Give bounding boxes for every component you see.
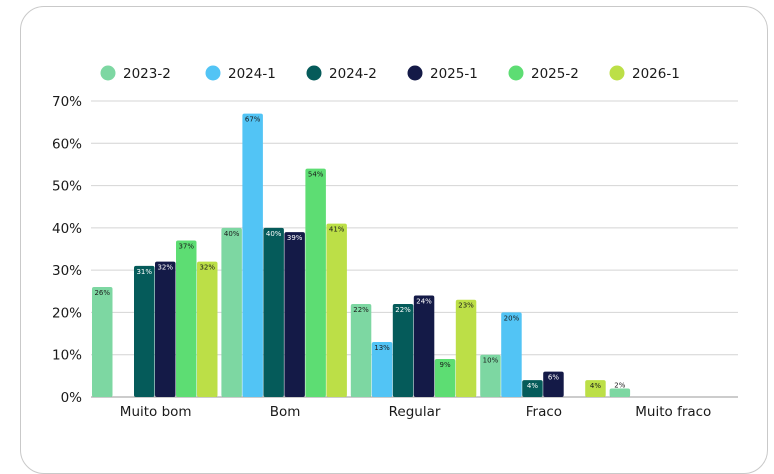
bar — [92, 287, 113, 397]
x-tick-label: Muito bom — [120, 404, 192, 420]
legend-label: 2026-1 — [632, 66, 680, 82]
data-label: 26% — [94, 289, 110, 297]
data-label: 23% — [458, 302, 474, 310]
data-label: 6% — [548, 374, 559, 382]
data-label: 13% — [374, 344, 390, 352]
bar — [609, 388, 631, 397]
data-label: 9% — [439, 361, 450, 369]
data-label: 41% — [329, 226, 345, 234]
bar — [392, 303, 414, 397]
x-tick-label: Muito fraco — [635, 404, 711, 420]
y-tick-label: 10% — [52, 348, 82, 364]
y-tick-label: 60% — [52, 136, 82, 152]
data-label: 39% — [287, 234, 303, 242]
legend-marker — [205, 65, 221, 81]
data-label: 24% — [416, 298, 432, 306]
data-label: 4% — [590, 382, 601, 390]
bar — [155, 261, 176, 397]
legend-label: 2024-1 — [228, 66, 276, 82]
legend-marker — [609, 65, 625, 81]
data-label: 67% — [245, 116, 261, 124]
bar — [134, 265, 155, 397]
bar — [350, 303, 372, 397]
data-label: 20% — [504, 314, 520, 322]
data-label: 40% — [224, 230, 240, 238]
bar — [371, 342, 393, 397]
bar — [585, 380, 606, 397]
x-tick-label: Regular — [389, 404, 441, 420]
data-label: 10% — [483, 357, 499, 365]
y-tick-label: 50% — [52, 179, 82, 195]
bar — [522, 380, 543, 397]
y-tick-label: 40% — [52, 221, 82, 237]
x-tick-label: Fraco — [526, 404, 562, 420]
y-axis: 0% 10% 20% 30% 40% 50% 60% 70% — [52, 94, 82, 406]
legend-marker — [306, 65, 322, 81]
legend-marker — [508, 65, 524, 81]
bar — [434, 358, 456, 397]
data-label: 2% — [614, 382, 625, 390]
x-axis: Muito bom Bom Regular Fraco Muito fraco — [120, 404, 712, 420]
y-tick-label: 70% — [52, 94, 82, 110]
data-label: 32% — [199, 264, 215, 272]
bar — [284, 232, 305, 397]
bar — [543, 371, 564, 397]
legend-label: 2024-2 — [329, 66, 377, 82]
x-tick-label: Bom — [270, 404, 301, 420]
legend: 2023-2 2024-1 2024-2 2025-1 2025-2 2026-1 — [100, 65, 680, 82]
bar — [176, 240, 197, 397]
data-label: 4% — [527, 382, 538, 390]
bar — [221, 227, 242, 397]
bar — [242, 113, 263, 397]
data-label: 54% — [308, 171, 324, 179]
bar-chart: 0% 10% 20% 30% 40% 50% 60% 70% 26% 40% 22% 10% 2% 67… — [52, 65, 738, 420]
y-tick-label: 30% — [52, 263, 82, 279]
bar — [413, 295, 435, 397]
y-tick-label: 0% — [61, 390, 83, 406]
data-label: 32% — [157, 264, 173, 272]
bar — [455, 299, 477, 397]
bars: 26% 40% 22% 10% 2% 67% 13% 20% 31% 40% 22% 4% 32% 39%… — [92, 113, 631, 397]
bar — [263, 227, 284, 397]
legend-label: 2023-2 — [123, 66, 171, 82]
bar — [501, 312, 522, 397]
data-label: 40% — [266, 230, 282, 238]
y-tick-label: 20% — [52, 305, 82, 321]
bar — [480, 354, 501, 397]
bar — [305, 168, 326, 397]
bar — [326, 223, 347, 397]
data-label: 31% — [136, 268, 152, 276]
legend-marker — [100, 65, 116, 81]
data-label: 22% — [353, 306, 369, 314]
data-label: 37% — [178, 243, 194, 251]
bar — [197, 261, 218, 397]
data-label: 22% — [395, 306, 411, 314]
legend-label: 2025-2 — [531, 66, 579, 82]
legend-marker — [407, 65, 423, 81]
legend-label: 2025-1 — [430, 66, 478, 82]
